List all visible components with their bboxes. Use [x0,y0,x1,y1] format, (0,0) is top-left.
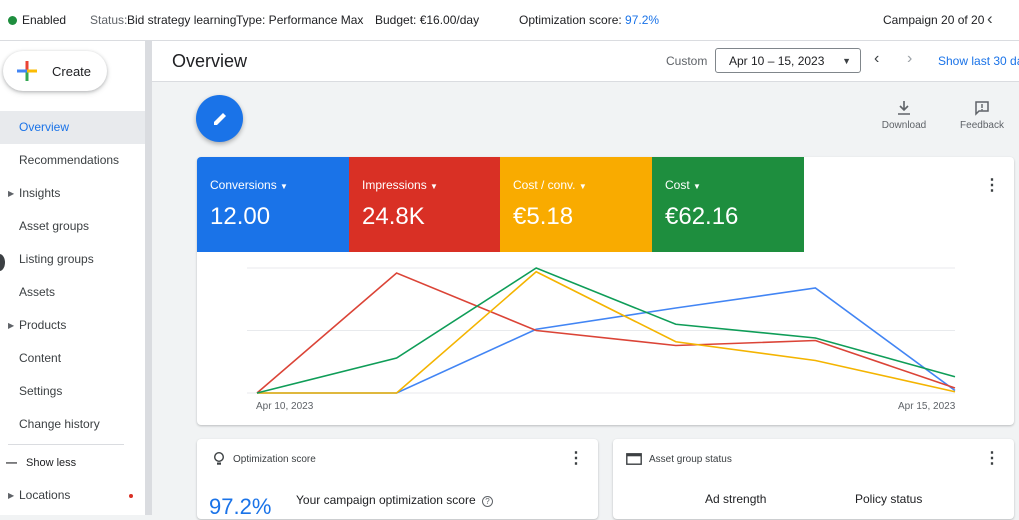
alert-dot-icon [129,494,133,498]
policy-status-header: Policy status [855,492,923,506]
metric-conversions[interactable]: Conversions ▼ 12.00 [197,157,349,252]
enabled-status[interactable]: Enabled [8,13,66,27]
caret-right-icon: ▶ [8,321,15,330]
chevron-left-icon[interactable]: ‹ [987,9,993,28]
sidebar-item-locations[interactable]: ▶ Locations [0,479,145,512]
status-label: Status: [90,13,128,27]
next-period-icon[interactable]: › [907,50,913,67]
feedback-button[interactable]: Feedback [958,100,1006,131]
campaign-counter: Campaign 20 of 20 [883,13,985,27]
caret-right-icon: ▶ [8,491,15,500]
dropdown-arrow-icon: ▼ [842,56,851,66]
custom-label: Custom [666,54,708,68]
sidebar-divider[interactable] [145,41,152,515]
sidebar-item-recommendations[interactable]: Recommendations [19,153,120,167]
sidebar-item-insights[interactable]: ▶ Insights [0,177,145,210]
create-button[interactable]: Create [3,51,107,91]
pencil-icon [213,112,226,125]
budget[interactable]: Budget: €16.00/day [375,13,480,27]
sidebar-item-change-history[interactable]: Change history [19,417,100,431]
sidebar-item-assets[interactable]: Assets [19,285,56,299]
optimization-score-card: Optimization score ⋮ 97.2% Your campaign… [197,439,598,519]
ad-strength-header: Ad strength [705,492,767,506]
performance-line-chart [247,267,956,394]
optimization-score-description: Your campaign optimization score ? [296,493,493,507]
show-less-toggle[interactable]: — Show less [0,447,145,480]
metric-cost-per-conversion[interactable]: Cost / conv. ▼ €5.18 [500,157,652,252]
download-icon [898,101,910,115]
lightbulb-icon [214,452,224,465]
show-last-30-days-link[interactable]: Show last 30 da [938,54,1019,68]
asset-group-status-card: Asset group status ⋮ Ad strength Policy … [613,439,1014,519]
series-line-cost[interactable] [256,267,956,394]
sidebar-item-content[interactable]: Content [19,351,62,365]
series-line-cost-conv[interactable] [257,270,956,394]
series-line-impressions[interactable] [256,272,956,394]
sidebar-item-asset-groups[interactable]: Asset groups [19,219,90,233]
card-title: Asset group status [649,454,732,465]
optimization-score-label: Optimization score: 97.2% [519,13,660,27]
metric-value: 24.8K [362,203,425,230]
card-title: Optimization score [233,454,316,465]
plus-icon [17,61,37,81]
optimization-score-value: 97.2% [209,494,272,519]
sidebar-item-settings[interactable]: Settings [19,384,63,398]
dropdown-arrow-icon: ▼ [578,182,587,191]
sidebar-item-products[interactable]: ▶ Products [0,309,145,342]
x-tick-label-start: Apr 10, 2023 [256,401,314,412]
previous-period-icon[interactable]: ‹ [874,50,880,67]
metric-impressions[interactable]: Impressions ▼ 24.8K [349,157,501,252]
download-button[interactable]: Download [880,100,928,131]
chart-more-options-icon[interactable]: ⋮ [984,177,1000,194]
sidebar-item-listing-groups[interactable]: Listing groups [19,252,94,266]
metric-value: €5.18 [513,203,574,230]
metric-value: 12.00 [210,203,271,230]
status-value[interactable]: Bid strategy learning [127,13,237,27]
optimization-score-value[interactable]: 97.2% [625,13,660,27]
dropdown-arrow-icon: ▼ [430,182,438,191]
create-label: Create [52,63,92,79]
date-range-select[interactable]: Apr 10 – 15, 2023 ▼ [715,48,861,73]
minus-icon: — [6,457,17,469]
page-title: Overview [172,51,248,71]
campaign-status-bar: Enabled Status: Bid strategy learning Ty… [0,0,1019,41]
metric-cost[interactable]: Cost ▼ €62.16 [652,157,804,252]
collapse-handle[interactable] [0,254,5,271]
caret-right-icon: ▶ [8,189,15,198]
sidebar-separator [8,444,124,445]
feedback-icon [975,101,989,116]
metric-value: €62.16 [665,203,739,230]
overview-header: Overview Custom Apr 10 – 15, 2023 ▼ ‹ › … [152,41,1019,82]
campaign-type: Type: Performance Max [236,13,364,27]
enabled-dot-icon [8,16,17,25]
opt-card-more-options-icon[interactable]: ⋮ [568,450,584,467]
edit-button[interactable] [196,95,243,142]
window-icon [626,453,642,465]
x-tick-label-end: Apr 15, 2023 [898,401,956,412]
dropdown-arrow-icon: ▼ [280,182,288,191]
help-icon[interactable]: ? [482,496,493,507]
sidebar-item-overview[interactable]: Overview [0,111,145,144]
asset-card-more-options-icon[interactable]: ⋮ [984,450,1000,467]
dropdown-arrow-icon: ▼ [693,182,701,191]
